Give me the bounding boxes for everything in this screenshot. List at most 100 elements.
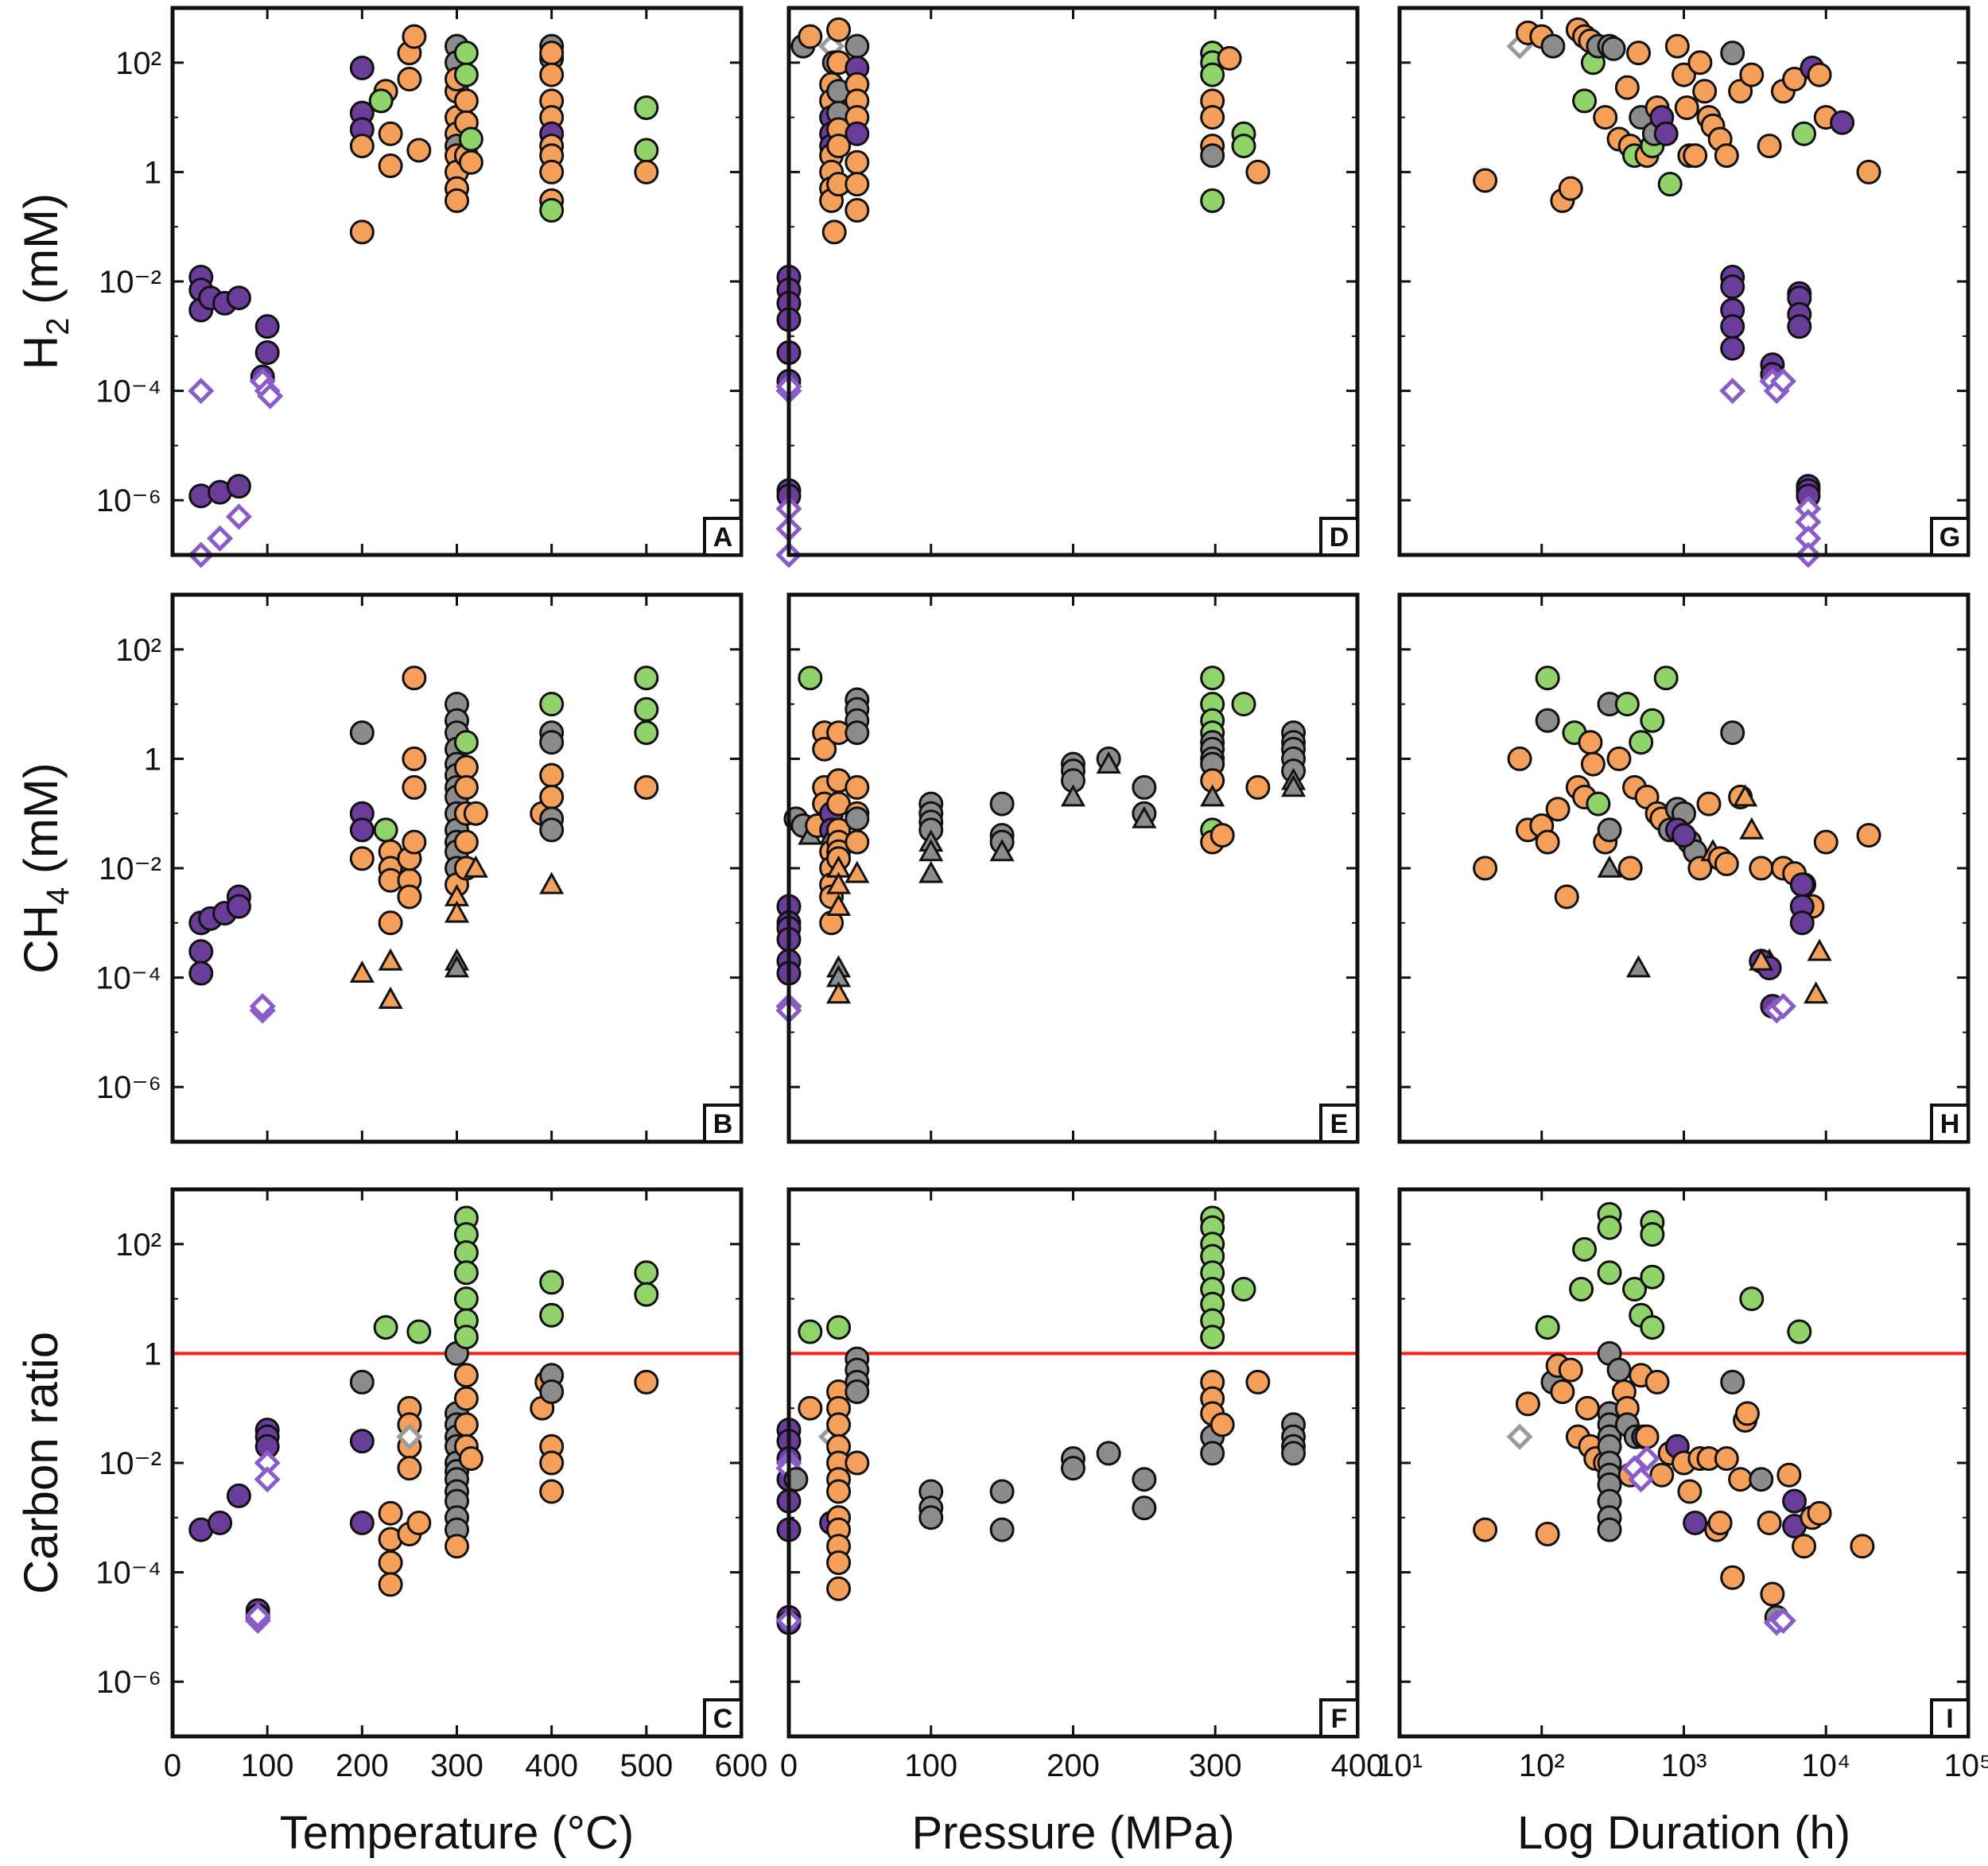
data-point (1776, 1462, 1802, 1488)
data-point (406, 1319, 432, 1344)
data-point (453, 829, 479, 855)
data-point (368, 88, 394, 114)
data-point (349, 846, 375, 871)
data-point (188, 939, 214, 964)
data-point (226, 285, 251, 311)
data-point (1614, 692, 1640, 717)
data-point (1687, 50, 1713, 76)
data-point-triangle (1749, 948, 1774, 971)
y-tick-label: 1 (144, 155, 161, 190)
data-point (1640, 1222, 1665, 1247)
data-point (445, 188, 469, 213)
data-point (1200, 1441, 1225, 1466)
data-point (1634, 1424, 1660, 1449)
data-point (1580, 751, 1606, 777)
data-point (1200, 188, 1225, 213)
data-point-triangle (1739, 817, 1765, 840)
data-point (1640, 708, 1665, 733)
data-point (1572, 88, 1598, 114)
data-point (1720, 41, 1745, 66)
data-point (1473, 1517, 1498, 1542)
data-point (397, 67, 422, 92)
data-point (349, 1429, 375, 1454)
data-point (1739, 1286, 1765, 1312)
data-point (1535, 665, 1560, 691)
data-point (1626, 41, 1652, 66)
data-point-diamond (1769, 993, 1796, 1020)
points-panel-A (188, 24, 659, 568)
data-point (845, 149, 870, 175)
data-point-triangle (378, 948, 403, 971)
panel-frame (1397, 592, 1971, 1144)
data-point (373, 1315, 398, 1340)
data-point (1586, 791, 1611, 817)
points-panel-I (1473, 1201, 1875, 1636)
data-point (1540, 33, 1566, 59)
data-point-diamond (1769, 1608, 1796, 1635)
data-point (1807, 62, 1832, 87)
data-point-triangle (1096, 751, 1121, 774)
y-tick-label: 10⁻⁶ (96, 1665, 161, 1700)
data-point (1760, 1581, 1785, 1607)
data-point (845, 720, 870, 746)
panel-label-box (1930, 1104, 1970, 1143)
data-point (397, 884, 422, 910)
panel-0-0: 10² 1 10⁻² 10⁻⁴ 10⁻⁶ (95, 8, 743, 555)
data-point-diamond (254, 1466, 281, 1493)
data-point-diamond (188, 378, 215, 405)
data-point (1813, 829, 1839, 855)
data-point (349, 817, 375, 843)
data-point (1507, 746, 1532, 771)
data-point (1683, 143, 1708, 169)
data-point (539, 762, 565, 788)
data-point (1535, 829, 1560, 855)
data-point (208, 1510, 233, 1535)
data-point (826, 17, 852, 42)
x-tick-label: 600 (715, 1748, 768, 1783)
data-point-triangle (378, 986, 403, 1009)
data-point-diamond (1506, 1423, 1533, 1450)
data-point (453, 1286, 479, 1312)
points-panel-D (775, 17, 1271, 568)
panel-label-box (1930, 1698, 1970, 1738)
data-point (1720, 336, 1745, 361)
data-point-triangle (918, 839, 944, 862)
points-panel-C (188, 1205, 659, 1635)
data-point-triangle (1132, 805, 1157, 828)
data-point (406, 138, 432, 163)
data-point (539, 1479, 565, 1504)
data-point (826, 1315, 852, 1340)
data-point (634, 1282, 659, 1307)
data-point (1200, 1325, 1225, 1350)
data-point-triangle (1281, 774, 1307, 797)
panel-2-0: 10² 1 10⁻² 10⁻⁴ 10⁻⁶ 0 100 200 300 400 500 600 (95, 1189, 767, 1783)
data-point-triangle (349, 960, 375, 983)
data-point (1606, 746, 1632, 771)
data-point (378, 153, 403, 179)
data-point (634, 665, 659, 691)
x-tick-label: 200 (336, 1748, 389, 1783)
data-point (845, 197, 870, 223)
data-point (634, 1369, 659, 1395)
data-point (1714, 852, 1739, 877)
y-tick-label: 10⁻⁴ (95, 374, 161, 409)
panel-label-box (703, 1698, 743, 1738)
points-panel-H (1473, 665, 1881, 1024)
data-point (1209, 823, 1235, 848)
data-point (349, 720, 375, 746)
data-point (1692, 79, 1718, 104)
y-tick-label: 10⁻² (99, 852, 161, 886)
data-point (1720, 720, 1745, 746)
data-point-diamond (1769, 367, 1796, 395)
data-point (226, 474, 251, 499)
y-axis-title: Carbon ratio (14, 1332, 68, 1594)
data-point (1535, 1315, 1560, 1340)
data-point (453, 774, 479, 800)
data-point (539, 784, 565, 809)
data-point (1606, 1357, 1632, 1383)
data-point (1245, 159, 1271, 184)
x-tick-label: 500 (619, 1748, 673, 1783)
data-point-triangle (1060, 784, 1086, 807)
data-point (226, 894, 251, 919)
data-point (254, 340, 280, 366)
